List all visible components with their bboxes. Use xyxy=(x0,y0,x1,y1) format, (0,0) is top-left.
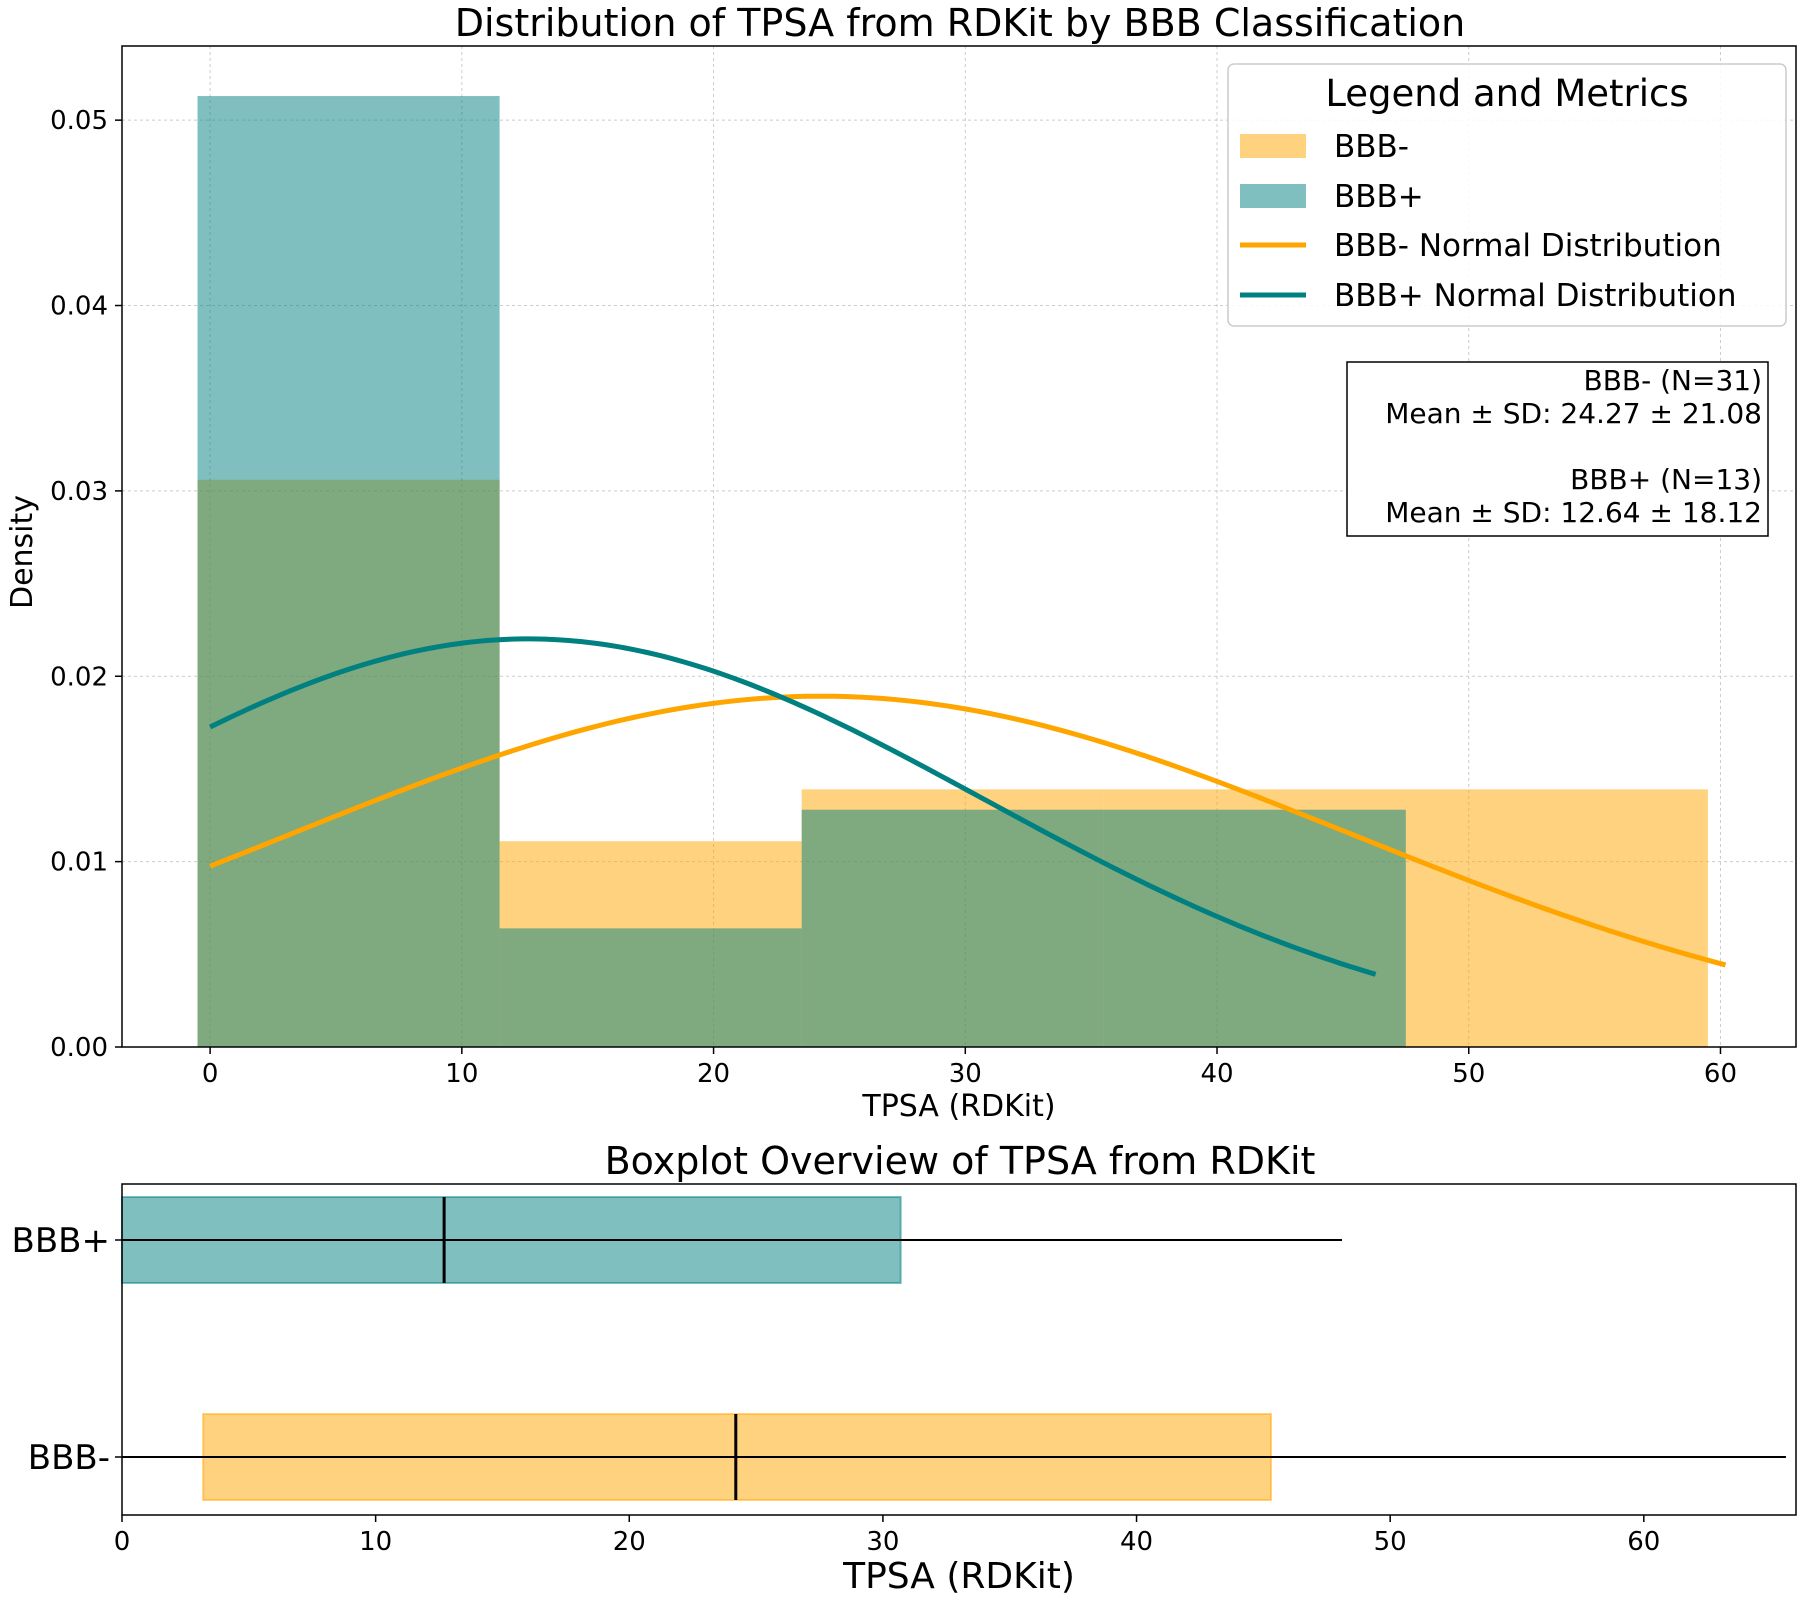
x-tick-label-50: 50 xyxy=(1452,1059,1485,1089)
metrics-line-bbb-plus-n: BBB+ (N=13) xyxy=(1570,463,1762,496)
curve-bbb-plus-normal xyxy=(209,636,1377,977)
histogram-x-ticks: 0 10 20 30 40 50 60 xyxy=(202,1047,1737,1089)
x-tick-label-40: 40 xyxy=(1200,1059,1233,1089)
x-tick-label-20: 20 xyxy=(697,1059,730,1089)
box-x-tick-label-50: 50 xyxy=(1374,1527,1407,1557)
legend-swatch-bbb-plus xyxy=(1240,184,1306,208)
box-x-tick-label-0: 0 xyxy=(114,1527,131,1557)
metrics-frame xyxy=(1346,361,1769,537)
legend-label-bbb-minus-normal: BBB- Normal Distribution xyxy=(1334,228,1722,264)
histogram-panel: Distribution of TPSA from RDKit by BBB C… xyxy=(5,1,1797,1124)
box-x-tick-label-10: 10 xyxy=(359,1527,392,1557)
x-tick-label-0: 0 xyxy=(202,1059,219,1089)
boxplot-x-ticks: 0 10 20 30 40 50 60 xyxy=(114,1515,1660,1557)
histogram-axes-frame xyxy=(121,45,1797,1048)
category-label-bbb-minus: BBB- xyxy=(28,1438,110,1478)
boxplot-axes-frame xyxy=(121,1183,1797,1516)
legend-label-bbb-plus-normal: BBB+ Normal Distribution xyxy=(1334,278,1737,314)
box-x-tick-label-30: 30 xyxy=(866,1527,899,1557)
category-label-bbb-plus: BBB+ xyxy=(12,1221,110,1261)
boxplot-category-ticks: BBB+ BBB- xyxy=(12,1221,122,1478)
hist-bar-bbb-plus-0 xyxy=(197,96,500,1048)
legend-label-bbb-minus: BBB- xyxy=(1334,129,1409,165)
hist-bar-bbb-plus-3 xyxy=(1103,809,1406,1047)
legend-frame xyxy=(1227,63,1787,327)
y-tick-label-5: 0.05 xyxy=(50,106,108,136)
metrics-line-bbb-plus-mean: Mean ± SD: 12.64 ± 18.12 xyxy=(1385,496,1762,529)
legend: Legend and Metrics BBB- BBB+ BBB- Normal… xyxy=(1227,63,1787,327)
x-tick-label-60: 60 xyxy=(1704,1059,1737,1089)
hist-bar-bbb-plus-2 xyxy=(801,809,1104,1047)
y-tick-label-3: 0.03 xyxy=(50,477,108,507)
histogram-title: Distribution of TPSA from RDKit by BBB C… xyxy=(455,1,1466,45)
boxplot-title: Boxplot Overview of TPSA from RDKit xyxy=(605,1139,1316,1183)
boxplot-panel: Boxplot Overview of TPSA from RDKit 0 10 2… xyxy=(12,1139,1797,1597)
box-x-tick-label-20: 20 xyxy=(613,1527,646,1557)
y-tick-label-4: 0.04 xyxy=(50,292,108,322)
metrics-line-bbb-minus-mean: Mean ± SD: 24.27 ± 21.08 xyxy=(1385,397,1762,430)
histogram-y-ticks: 0.00 0.01 0.02 0.03 0.04 0.05 xyxy=(50,106,122,1063)
y-tick-label-2: 0.02 xyxy=(50,662,108,692)
legend-title: Legend and Metrics xyxy=(1325,72,1688,115)
normal-curves xyxy=(209,636,1727,977)
hist-bar-bbb-minus-4 xyxy=(1405,789,1708,1047)
x-tick-label-30: 30 xyxy=(949,1059,982,1089)
legend-swatch-bbb-minus xyxy=(1240,134,1306,158)
boxplot-x-axis-label: TPSA (RDKit) xyxy=(842,1556,1075,1597)
hist-bar-bbb-plus-1 xyxy=(499,928,802,1047)
x-tick-label-10: 10 xyxy=(445,1059,478,1089)
metrics-line-bbb-minus-n: BBB- (N=31) xyxy=(1583,364,1762,397)
histogram-bars xyxy=(197,96,1708,1048)
curve-bbb-minus-normal xyxy=(209,693,1727,968)
box-x-tick-label-40: 40 xyxy=(1120,1527,1153,1557)
y-tick-label-1: 0.01 xyxy=(50,848,108,878)
y-tick-label-0: 0.00 xyxy=(50,1033,108,1063)
histogram-x-axis-label: TPSA (RDKit) xyxy=(861,1089,1055,1124)
box-x-tick-label-60: 60 xyxy=(1627,1527,1660,1557)
legend-label-bbb-plus: BBB+ xyxy=(1334,179,1424,215)
boxplot-boxes xyxy=(121,1196,1786,1501)
histogram-y-axis-label: Density xyxy=(5,495,40,609)
metrics-box: BBB- (N=31) Mean ± SD: 24.27 ± 21.08 BBB… xyxy=(1346,361,1769,537)
